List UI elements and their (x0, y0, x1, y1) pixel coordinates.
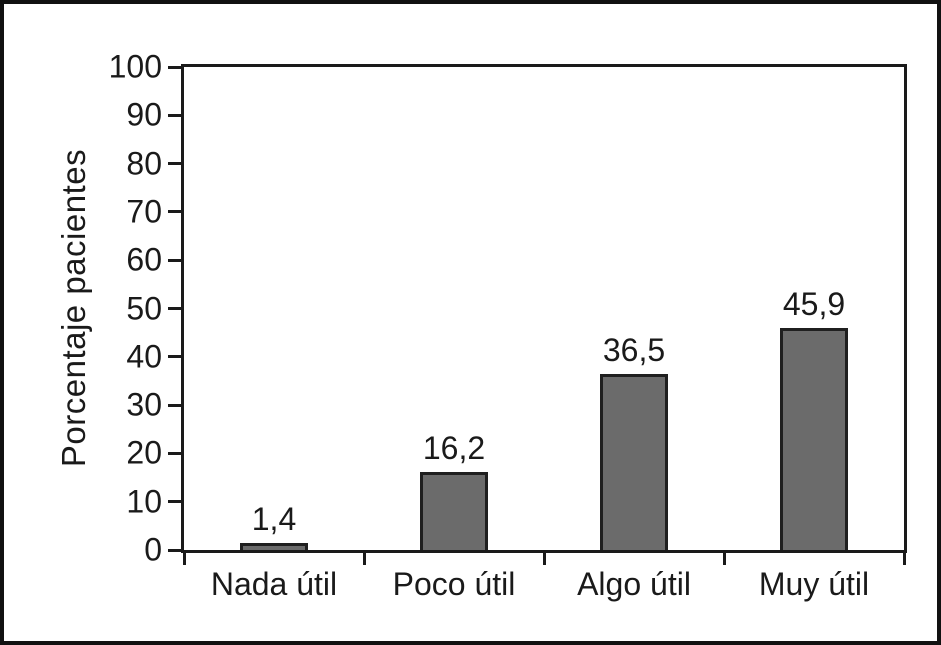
y-tick (168, 500, 181, 504)
x-axis-category-label: Muy útil (758, 566, 870, 602)
bar-value-label: 45,9 (782, 285, 846, 322)
y-tick (168, 548, 181, 552)
y-tick (168, 403, 181, 407)
bar-value-label: 16,2 (422, 429, 486, 466)
y-tick-label: 80 (126, 144, 162, 181)
bar (780, 328, 848, 550)
bar-value-label: 1,4 (251, 500, 297, 537)
x-tick (542, 553, 546, 565)
bar (240, 543, 308, 550)
plot-area: 0 10 20 30 40 50 60 70 80 90 100 1,4 Nada útil 16,2 Po… (109, 50, 907, 602)
y-tick-label: 40 (126, 338, 162, 375)
y-tick (168, 113, 181, 117)
y-tick-label: 30 (126, 386, 162, 423)
y-tick-label: 90 (126, 96, 162, 133)
y-tick-label: 10 (126, 483, 162, 520)
bar-value-label: 36,5 (602, 331, 666, 368)
y-tick (168, 307, 181, 310)
y-tick-label: 60 (126, 241, 162, 278)
y-tick (168, 210, 181, 214)
y-tick-label: 20 (126, 434, 162, 471)
y-tick-label: 0 (144, 531, 162, 568)
x-tick (722, 553, 726, 565)
y-tick-label: 100 (108, 48, 162, 85)
bar (600, 374, 668, 550)
y-tick (168, 162, 181, 166)
x-tick (902, 553, 906, 565)
x-axis-category-label: Nada útil (210, 566, 338, 602)
x-tick (182, 553, 186, 565)
y-axis-title: Porcentaje pacientes (55, 148, 92, 468)
bar (420, 472, 488, 550)
x-tick (362, 553, 366, 565)
y-tick-label: 50 (126, 289, 162, 326)
y-tick (168, 451, 181, 455)
y-tick (168, 355, 181, 359)
y-tick (168, 65, 181, 69)
x-axis-category-label: Algo útil (577, 566, 691, 602)
y-tick-label: 70 (126, 193, 162, 230)
x-axis-category-label: Poco útil (392, 566, 516, 602)
y-tick (168, 258, 181, 262)
